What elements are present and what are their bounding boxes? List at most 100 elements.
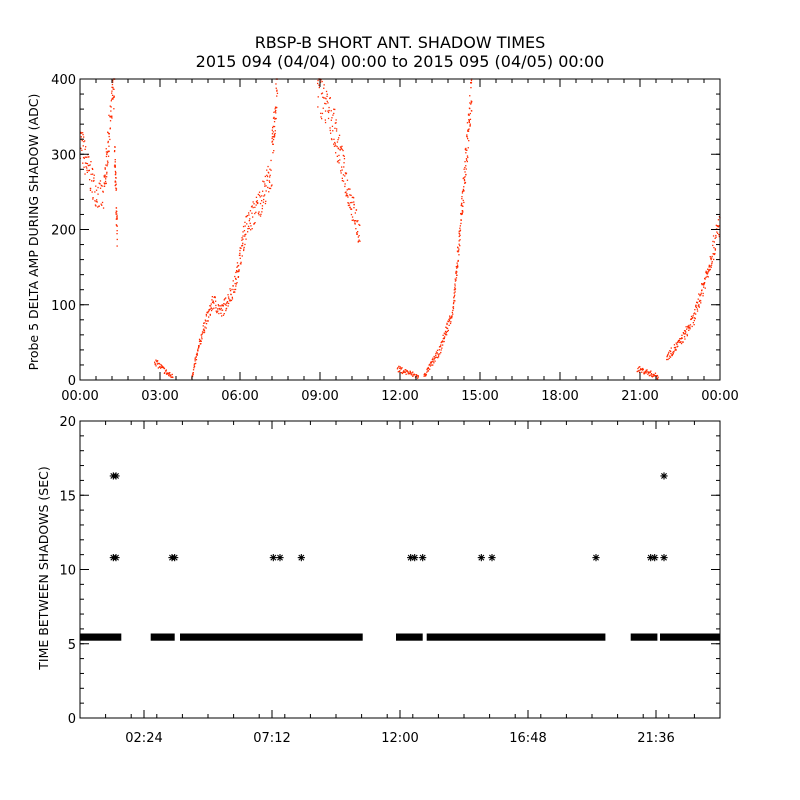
top-data-point — [264, 202, 267, 205]
top-data-point — [250, 225, 252, 227]
top-data-point — [198, 346, 200, 348]
top-data-point — [257, 202, 259, 204]
top-data-point — [99, 187, 102, 189]
top-data-point — [653, 374, 656, 376]
top-data-point — [205, 320, 207, 322]
top-data-point — [457, 260, 459, 262]
top-data-point — [426, 367, 429, 370]
top-data-point — [642, 367, 644, 370]
top-data-point — [248, 212, 250, 214]
top-data-point — [462, 211, 464, 213]
top-data-point — [82, 156, 85, 159]
top-data-point — [249, 218, 251, 220]
top-data-point — [262, 180, 264, 182]
top-data-point — [710, 257, 712, 259]
top-data-point — [108, 133, 110, 135]
top-y-tick-label: 0 — [68, 374, 76, 389]
top-data-point — [470, 79, 473, 81]
top-data-point — [458, 233, 461, 235]
top-data-point — [412, 371, 414, 373]
top-data-point — [113, 88, 115, 90]
top-data-point — [464, 171, 466, 173]
top-data-point — [707, 268, 709, 270]
top-x-tick-label: 18:00 — [541, 389, 578, 404]
top-data-point — [243, 249, 245, 252]
top-data-point — [346, 193, 348, 195]
top-data-point — [462, 177, 464, 180]
top-data-point — [115, 172, 117, 174]
bottom-y-tick-label: 5 — [68, 638, 76, 653]
top-data-point — [711, 262, 713, 264]
top-data-point — [460, 212, 462, 215]
top-data-point — [169, 375, 171, 377]
top-data-point — [110, 116, 112, 118]
top-data-point — [92, 197, 94, 199]
top-data-point — [83, 136, 85, 138]
top-data-point — [454, 285, 456, 287]
top-data-point — [643, 373, 645, 375]
top-data-point — [317, 79, 319, 82]
top-data-point — [258, 191, 261, 193]
top-data-point — [680, 338, 682, 340]
top-data-point — [426, 371, 428, 373]
bottom-data-point — [112, 554, 120, 562]
top-data-point — [324, 119, 326, 121]
top-data-point — [704, 282, 706, 284]
bottom-y-tick-label: 10 — [59, 564, 76, 579]
top-data-point — [272, 143, 274, 145]
top-data-point — [334, 108, 336, 111]
top-data-point — [254, 222, 256, 224]
bottom-x-tick-label: 02:24 — [125, 731, 162, 746]
top-data-point — [692, 316, 694, 319]
top-data-point — [320, 112, 322, 114]
top-data-point — [255, 204, 257, 206]
top-data-point — [657, 376, 659, 378]
top-data-point — [84, 156, 86, 158]
top-data-point — [275, 83, 277, 85]
top-data-point — [255, 196, 258, 198]
top-data-point — [411, 372, 413, 374]
top-data-point — [640, 368, 642, 371]
top-data-point — [239, 252, 241, 254]
top-data-point — [317, 82, 319, 85]
top-data-point — [165, 373, 168, 375]
top-data-point — [215, 304, 217, 307]
top-data-point — [654, 375, 656, 377]
top-data-point — [251, 228, 253, 230]
top-data-point — [336, 155, 338, 157]
top-data-point — [447, 329, 449, 332]
top-data-point — [270, 159, 272, 162]
top-data-point — [106, 160, 109, 162]
top-data-point — [466, 136, 468, 138]
top-data-point — [353, 207, 355, 209]
top-data-point — [237, 265, 239, 267]
top-data-point — [116, 230, 118, 232]
top-data-point — [692, 322, 694, 324]
top-data-point — [191, 375, 194, 378]
top-data-point — [417, 377, 419, 379]
top-data-point — [194, 357, 196, 359]
top-data-point — [646, 369, 648, 371]
top-data-point — [88, 164, 90, 167]
top-data-point — [97, 193, 99, 195]
top-data-point — [273, 111, 275, 113]
top-data-point — [169, 372, 171, 374]
top-data-point — [221, 315, 223, 317]
top-data-point — [401, 372, 404, 375]
top-data-point — [464, 181, 467, 184]
top-data-point — [101, 201, 104, 204]
top-data-point — [469, 118, 472, 120]
top-data-point — [674, 348, 677, 350]
top-data-point — [93, 177, 95, 179]
top-data-point — [667, 353, 670, 355]
top-data-point — [211, 296, 213, 298]
top-data-point — [109, 120, 112, 122]
top-data-point — [352, 219, 354, 221]
top-data-point — [351, 201, 353, 204]
top-data-point — [337, 148, 340, 150]
top-data-point — [269, 168, 271, 170]
top-data-point — [332, 114, 334, 116]
top-data-point — [691, 325, 693, 328]
top-data-point — [669, 350, 671, 352]
top-data-point — [468, 140, 470, 142]
